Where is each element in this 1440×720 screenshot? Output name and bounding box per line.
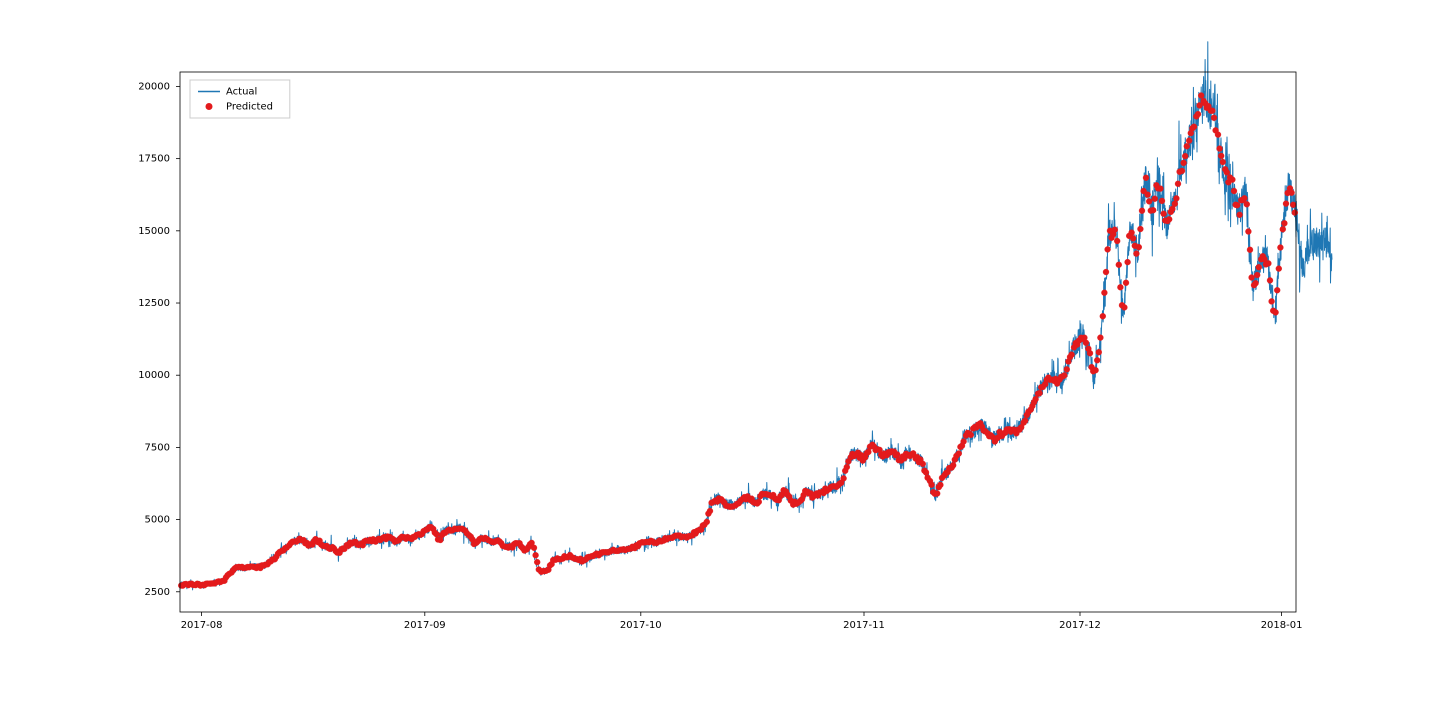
ytick-label: 17500 bbox=[138, 154, 170, 165]
ytick-label: 15000 bbox=[138, 226, 170, 237]
timeseries-chart: 2500 5000 7500 10000 12500 15000 17500 20000 201… bbox=[0, 0, 1440, 720]
ytick-label: 7500 bbox=[145, 442, 170, 453]
xtick-label: 2017-12 bbox=[1059, 620, 1101, 631]
ytick-label: 5000 bbox=[145, 515, 170, 526]
xtick-label: 2018-01 bbox=[1261, 620, 1303, 631]
xtick-label: 2017-11 bbox=[843, 620, 885, 631]
ytick-label: 10000 bbox=[138, 370, 170, 381]
ytick-label: 20000 bbox=[138, 81, 170, 92]
legend: Actual Predicted bbox=[190, 80, 290, 118]
xtick-label: 2017-10 bbox=[620, 620, 662, 631]
xtick-label: 2017-08 bbox=[181, 620, 223, 631]
ytick-label: 12500 bbox=[138, 298, 170, 309]
legend-item-label: Actual bbox=[226, 87, 257, 98]
legend-item-label: Predicted bbox=[226, 102, 273, 113]
ytick-label: 2500 bbox=[145, 587, 170, 598]
xtick-label: 2017-09 bbox=[404, 620, 446, 631]
